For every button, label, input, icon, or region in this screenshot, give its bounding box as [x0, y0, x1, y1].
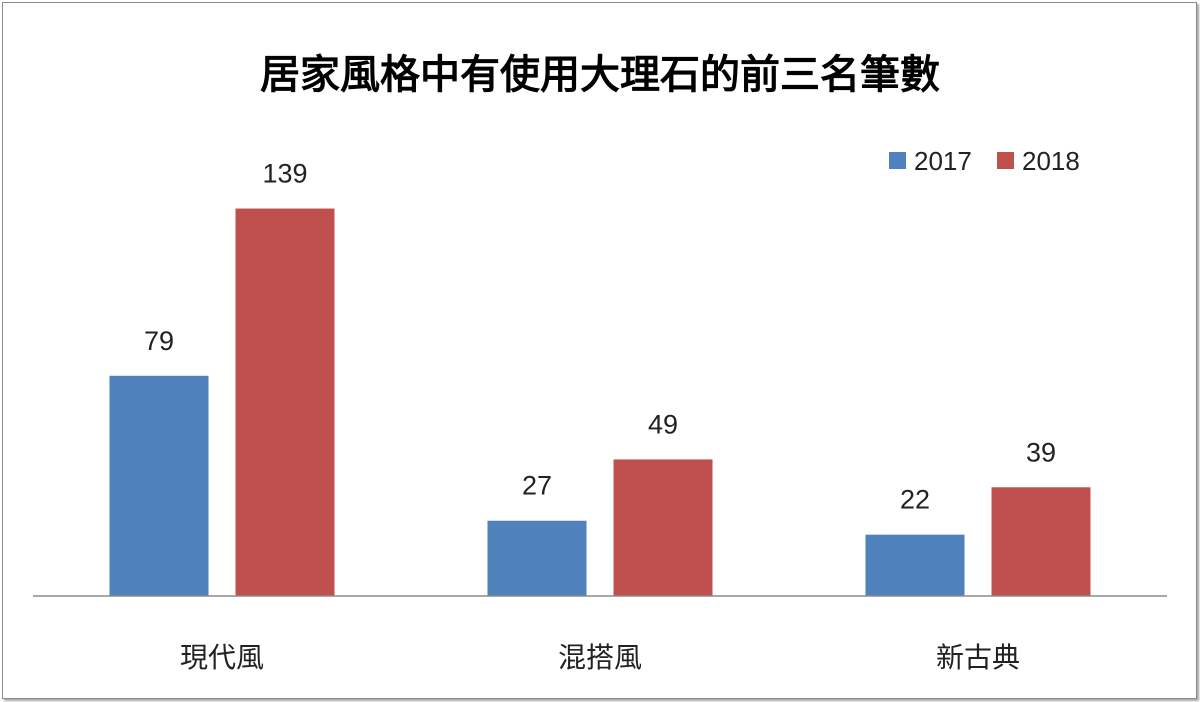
legend: 2017 2018 [889, 146, 1080, 176]
legend-swatch-2018 [997, 152, 1014, 169]
bar-2018-0 [235, 208, 335, 596]
data-label-2018-0: 139 [262, 159, 307, 189]
category-label-0: 現代風 [180, 641, 264, 674]
bar-2018-2 [991, 487, 1091, 596]
bar-2017-1 [487, 520, 587, 596]
legend-label-2017: 2017 [914, 146, 972, 176]
category-labels-group: 現代風 混搭風 新古典 [180, 641, 1020, 674]
data-labels-group: 79 139 27 49 22 39 [144, 159, 1056, 515]
legend-label-2018: 2018 [1022, 146, 1080, 176]
legend-swatch-2017 [889, 152, 906, 169]
bars-group [109, 208, 1091, 596]
category-label-1: 混搭風 [558, 641, 642, 674]
bar-2018-1 [613, 459, 713, 596]
chart-title: 居家風格中有使用大理石的前三名筆數 [260, 52, 940, 98]
data-label-2018-1: 49 [648, 409, 678, 439]
category-label-2: 新古典 [936, 641, 1020, 674]
data-label-2018-2: 39 [1026, 437, 1056, 467]
data-label-2017-2: 22 [900, 485, 930, 515]
bar-2017-0 [109, 375, 209, 596]
bar-2017-2 [865, 534, 965, 596]
data-label-2017-0: 79 [144, 326, 174, 356]
data-label-2017-1: 27 [522, 471, 552, 501]
